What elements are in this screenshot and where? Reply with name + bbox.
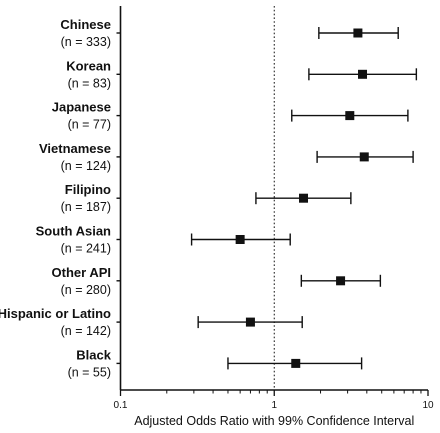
point-estimate-marker [358, 69, 368, 79]
estimate-row [291, 109, 409, 122]
point-estimate-marker [299, 193, 309, 203]
estimate-row [308, 68, 418, 81]
category-label: Black [76, 347, 111, 362]
x-axis-title: Adjusted Odds Ratio with 99% Confidence … [134, 414, 414, 428]
category-label: Japanese [52, 100, 111, 115]
estimate-rows [190, 27, 418, 370]
point-estimate-marker [235, 235, 245, 244]
x-tick-label: 0.1 [114, 400, 128, 411]
sample-size-label: (n = 187) [61, 200, 111, 214]
point-estimate-marker [336, 276, 346, 286]
sample-size-label: (n = 241) [61, 242, 111, 256]
sample-size-label: (n = 83) [68, 76, 111, 90]
point-estimate-marker [353, 28, 363, 38]
estimate-row [197, 316, 303, 329]
category-label: Vietnamese [39, 141, 111, 156]
estimate-row [255, 192, 352, 205]
sample-size-label: (n = 77) [68, 118, 111, 132]
x-tick-label: 10 [422, 400, 434, 411]
category-label: Filipino [65, 182, 111, 197]
estimate-row [318, 27, 399, 39]
sample-size-label: (n = 333) [61, 35, 111, 49]
sample-size-label: (n = 280) [61, 283, 111, 297]
estimate-row [316, 150, 414, 163]
category-label: Chinese [60, 17, 111, 32]
point-estimate-marker [291, 358, 301, 368]
point-estimate-marker [359, 152, 369, 162]
sample-size-label: (n = 124) [61, 159, 111, 173]
x-axis: 0.1 1 10 [114, 6, 434, 411]
sample-size-label: (n = 142) [61, 324, 111, 338]
category-labels: Chinese (n = 333) Korean (n = 83) Japanese (n… [0, 17, 112, 379]
point-estimate-marker [345, 111, 355, 121]
category-label: Hispanic or Latino [0, 306, 111, 321]
estimate-row [300, 274, 382, 287]
estimate-row [227, 357, 363, 370]
category-label: South Asian [36, 224, 111, 239]
estimate-row [190, 233, 291, 246]
sample-size-label: (n = 55) [68, 365, 111, 379]
x-tick-label: 1 [271, 400, 277, 411]
point-estimate-marker [245, 317, 255, 327]
category-label: Other API [52, 265, 111, 280]
category-label: Korean [66, 58, 111, 73]
